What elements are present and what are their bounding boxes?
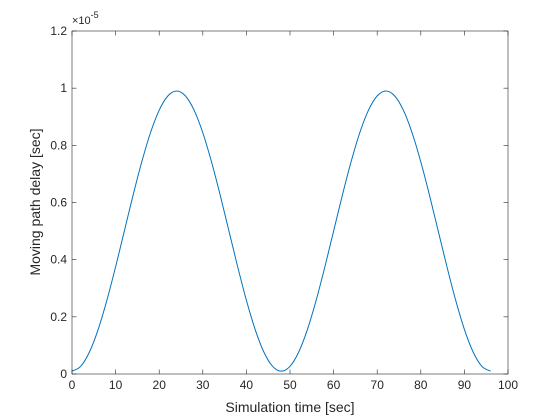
y-tick-label: 0.4 [50, 253, 67, 267]
y-exponent-label: ×10-5 [72, 10, 99, 27]
x-tick-label: 70 [371, 378, 385, 392]
curve-layer [71, 90, 491, 372]
y-exponent-base: ×10 [72, 15, 91, 27]
y-tick-label: 0.8 [50, 138, 67, 152]
x-axis-title: Simulation time [sec] [225, 399, 354, 415]
y-tick-label: 1.2 [50, 24, 67, 38]
x-ticks: 0 10 20 30 40 50 60 70 80 90 100 [69, 31, 518, 392]
x-tick-label: 30 [196, 378, 210, 392]
x-tick-label: 80 [414, 378, 428, 392]
series-line [71, 90, 491, 372]
y-tick-label: 0.2 [50, 310, 67, 324]
y-ticks: 0 0.2 0.4 0.6 0.8 1 1.2 [50, 24, 508, 381]
y-tick-label: 1 [60, 81, 67, 95]
x-tick-label: 60 [327, 378, 341, 392]
x-tick-label: 20 [153, 378, 167, 392]
y-tick-label: 0.6 [50, 196, 67, 210]
x-tick-label: 40 [240, 378, 254, 392]
x-tick-label: 0 [69, 378, 76, 392]
x-tick-label: 10 [109, 378, 123, 392]
x-tick-label: 90 [458, 378, 472, 392]
y-exponent-power: -5 [91, 10, 99, 20]
x-tick-label: 100 [498, 378, 518, 392]
y-tick-label: 0 [60, 367, 67, 381]
plot-area [72, 31, 508, 374]
x-tick-label: 50 [283, 378, 297, 392]
y-axis-title: Moving path delay [sec] [27, 128, 43, 275]
